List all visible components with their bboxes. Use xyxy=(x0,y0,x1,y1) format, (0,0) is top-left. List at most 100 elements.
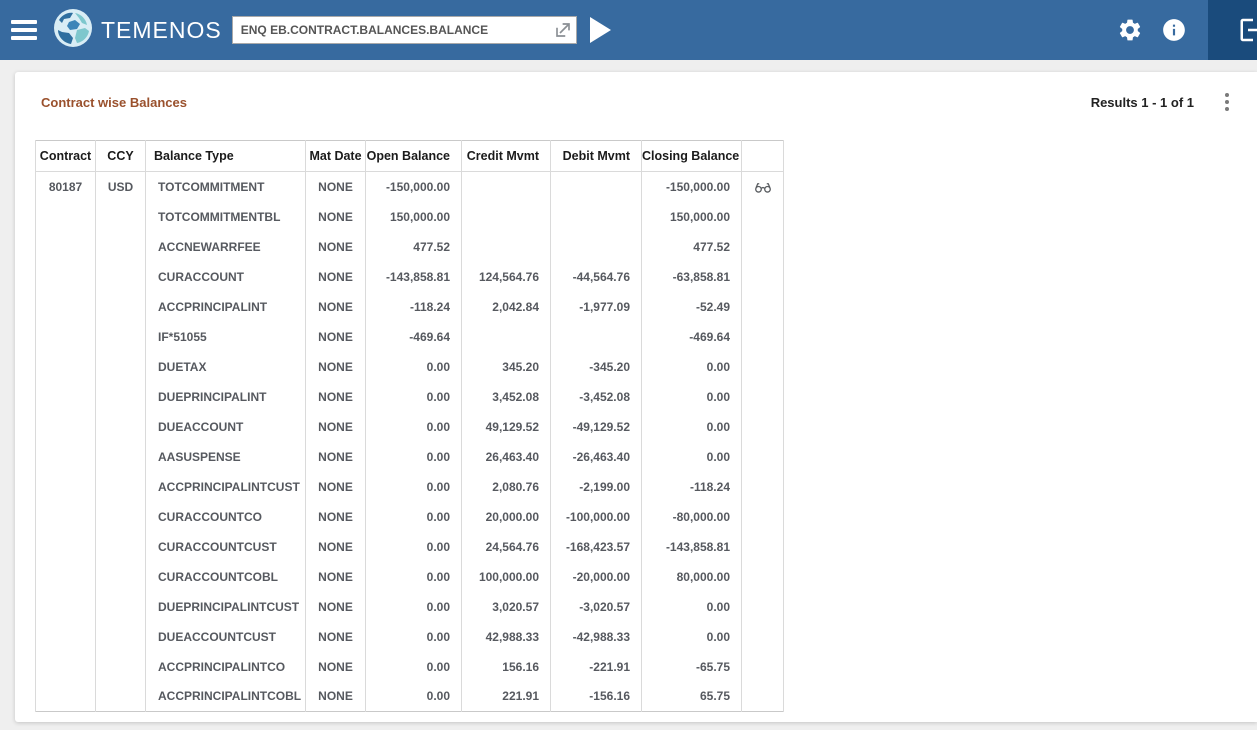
column-header-actions xyxy=(741,140,784,172)
cell-balance-type: DUEACCOUNT xyxy=(145,411,306,442)
cell-closing-balance: -469.64 xyxy=(641,321,742,352)
cell-mat-date: NONE xyxy=(305,411,366,442)
column-header-contract[interactable]: Contract xyxy=(35,140,96,172)
cell-open-balance: 0.00 xyxy=(365,381,462,412)
cell-credit-mvmt xyxy=(461,201,551,232)
cell-mat-date: NONE xyxy=(305,261,366,292)
hamburger-menu-icon[interactable] xyxy=(11,16,37,44)
cell-contract: 80187 xyxy=(35,171,96,202)
table-row: CURACCOUNTCOBL NONE 0.00 100,000.00 -20,… xyxy=(35,561,784,592)
cell-balance-type: IF*51055 xyxy=(145,321,306,352)
cell-credit-mvmt xyxy=(461,231,551,262)
cell-credit-mvmt: 49,129.52 xyxy=(461,411,551,442)
cell-debit-mvmt: -20,000.00 xyxy=(550,561,642,592)
cell-actions xyxy=(741,651,784,682)
table-row: DUEPRINCIPALINTCUST NONE 0.00 3,020.57 -… xyxy=(35,591,784,622)
table-header-row: Contract CCY Balance Type Mat Date Open … xyxy=(35,140,784,172)
cell-actions xyxy=(741,591,784,622)
cell-open-balance: 0.00 xyxy=(365,351,462,382)
sign-off-button[interactable] xyxy=(1208,0,1257,60)
command-input[interactable] xyxy=(231,16,577,44)
goto-enquiry-icon[interactable] xyxy=(554,21,572,39)
table-row: ACCPRINCIPALINTCOBL NONE 0.00 221.91 -15… xyxy=(35,681,784,712)
cell-open-balance: 0.00 xyxy=(365,441,462,472)
view-details-icon[interactable] xyxy=(754,181,772,194)
cell-actions xyxy=(741,621,784,652)
cell-credit-mvmt: 20,000.00 xyxy=(461,501,551,532)
cell-open-balance: 0.00 xyxy=(365,411,462,442)
cell-contract xyxy=(35,231,96,262)
cell-contract xyxy=(35,441,96,472)
cell-open-balance: 0.00 xyxy=(365,651,462,682)
column-header-mat-date[interactable]: Mat Date xyxy=(305,140,366,172)
cell-open-balance: -150,000.00 xyxy=(365,171,462,202)
cell-contract xyxy=(35,531,96,562)
cell-mat-date: NONE xyxy=(305,621,366,652)
cell-actions xyxy=(741,231,784,262)
brand-logo: TEMENOS xyxy=(53,8,222,53)
cell-actions xyxy=(741,411,784,442)
cell-actions xyxy=(741,261,784,292)
globe-icon xyxy=(53,8,93,53)
cell-actions xyxy=(741,351,784,382)
cell-debit-mvmt: -221.91 xyxy=(550,651,642,682)
cell-credit-mvmt xyxy=(461,171,551,202)
cell-debit-mvmt xyxy=(550,171,642,202)
column-header-closing-balance[interactable]: Closing Balance xyxy=(641,140,742,172)
cell-debit-mvmt: -44,564.76 xyxy=(550,261,642,292)
cell-ccy xyxy=(95,201,146,232)
cell-balance-type: CURACCOUNTCOBL xyxy=(145,561,306,592)
card-header: Contract wise Balances Results 1 - 1 of … xyxy=(41,91,1233,113)
column-header-balance-type[interactable]: Balance Type xyxy=(145,140,306,172)
cell-open-balance: 0.00 xyxy=(365,621,462,652)
cell-contract xyxy=(35,291,96,322)
cell-ccy xyxy=(95,621,146,652)
cell-credit-mvmt: 156.16 xyxy=(461,651,551,682)
cell-closing-balance: 477.52 xyxy=(641,231,742,262)
column-header-open-balance[interactable]: Open Balance xyxy=(365,140,462,172)
column-header-ccy[interactable]: CCY xyxy=(95,140,146,172)
cell-contract xyxy=(35,501,96,532)
cell-contract xyxy=(35,471,96,502)
cell-ccy xyxy=(95,591,146,622)
overflow-menu-icon[interactable] xyxy=(1221,91,1233,113)
cell-mat-date: NONE xyxy=(305,351,366,382)
cell-balance-type: ACCPRINCIPALINT xyxy=(145,291,306,322)
table-row: 80187 USD TOTCOMMITMENT NONE -150,000.00… xyxy=(35,171,784,202)
cell-ccy xyxy=(95,381,146,412)
page-body: Contract wise Balances Results 1 - 1 of … xyxy=(0,60,1257,722)
cell-actions xyxy=(741,681,784,712)
info-icon[interactable] xyxy=(1161,17,1187,43)
cell-contract xyxy=(35,621,96,652)
table-row: ACCPRINCIPALINTCUST NONE 0.00 2,080.76 -… xyxy=(35,471,784,502)
table-row: ACCNEWARRFEE NONE 477.52 477.52 xyxy=(35,231,784,262)
cell-ccy xyxy=(95,681,146,712)
cell-debit-mvmt: -3,452.08 xyxy=(550,381,642,412)
cell-open-balance: 0.00 xyxy=(365,561,462,592)
cell-actions xyxy=(741,561,784,592)
cell-contract xyxy=(35,321,96,352)
cell-balance-type: DUEPRINCIPALINTCUST xyxy=(145,591,306,622)
column-header-debit-mvmt[interactable]: Debit Mvmt xyxy=(550,140,642,172)
settings-gear-icon[interactable] xyxy=(1117,17,1143,43)
run-command-button[interactable] xyxy=(589,17,611,43)
cell-ccy xyxy=(95,441,146,472)
command-line xyxy=(231,16,577,44)
cell-balance-type: DUETAX xyxy=(145,351,306,382)
cell-debit-mvmt: -49,129.52 xyxy=(550,411,642,442)
top-bar: TEMENOS xyxy=(0,0,1257,60)
cell-balance-type: ACCNEWARRFEE xyxy=(145,231,306,262)
table-row: DUEACCOUNT NONE 0.00 49,129.52 -49,129.5… xyxy=(35,411,784,442)
cell-mat-date: NONE xyxy=(305,531,366,562)
cell-closing-balance: 0.00 xyxy=(641,351,742,382)
cell-closing-balance: 0.00 xyxy=(641,381,742,412)
cell-closing-balance: 0.00 xyxy=(641,411,742,442)
cell-credit-mvmt: 124,564.76 xyxy=(461,261,551,292)
cell-contract xyxy=(35,351,96,382)
column-header-credit-mvmt[interactable]: Credit Mvmt xyxy=(461,140,551,172)
cell-mat-date: NONE xyxy=(305,231,366,262)
cell-debit-mvmt: -2,199.00 xyxy=(550,471,642,502)
cell-open-balance: 0.00 xyxy=(365,501,462,532)
cell-closing-balance: 0.00 xyxy=(641,441,742,472)
cell-contract xyxy=(35,261,96,292)
